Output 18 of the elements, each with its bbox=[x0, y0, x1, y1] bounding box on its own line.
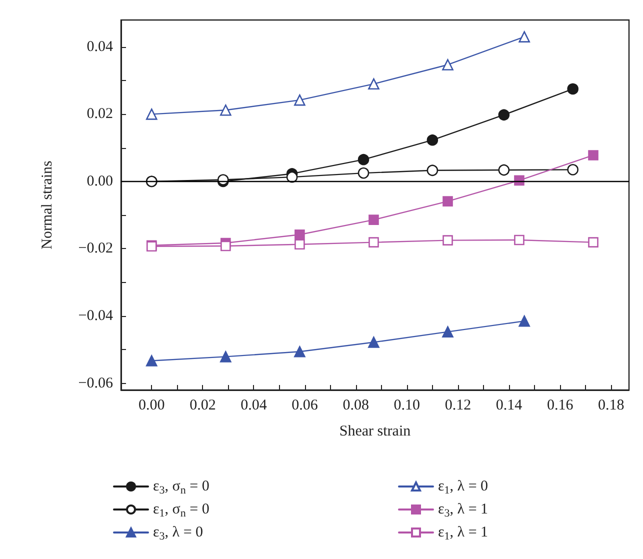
y-tick-label: −0.04 bbox=[78, 308, 114, 324]
x-tick-label: 0.08 bbox=[342, 398, 369, 414]
y-tick-label: 0.04 bbox=[86, 38, 114, 55]
x-tick-label: 0.14 bbox=[496, 398, 523, 414]
y-tick-label: −0.06 bbox=[78, 375, 114, 392]
x-tick-label: 0.00 bbox=[138, 398, 165, 414]
y-axis-title: Normal strains bbox=[40, 160, 56, 250]
x-tick-label: 0.18 bbox=[598, 398, 624, 414]
x-tick-label: 0.12 bbox=[444, 398, 472, 414]
x-tick-label: 0.10 bbox=[394, 398, 420, 414]
y-tick-label: −0.02 bbox=[78, 240, 113, 257]
x-tick-label: 0.16 bbox=[546, 398, 574, 414]
x-tick-label: 0.04 bbox=[240, 398, 268, 414]
y-tick-label: 0.02 bbox=[86, 106, 113, 122]
y-tick-label: 0.00 bbox=[86, 173, 113, 190]
x-axis-title: Shear strain bbox=[339, 424, 412, 440]
x-tick-label: 0.06 bbox=[292, 398, 318, 414]
x-tick-label: 0.02 bbox=[190, 398, 216, 414]
